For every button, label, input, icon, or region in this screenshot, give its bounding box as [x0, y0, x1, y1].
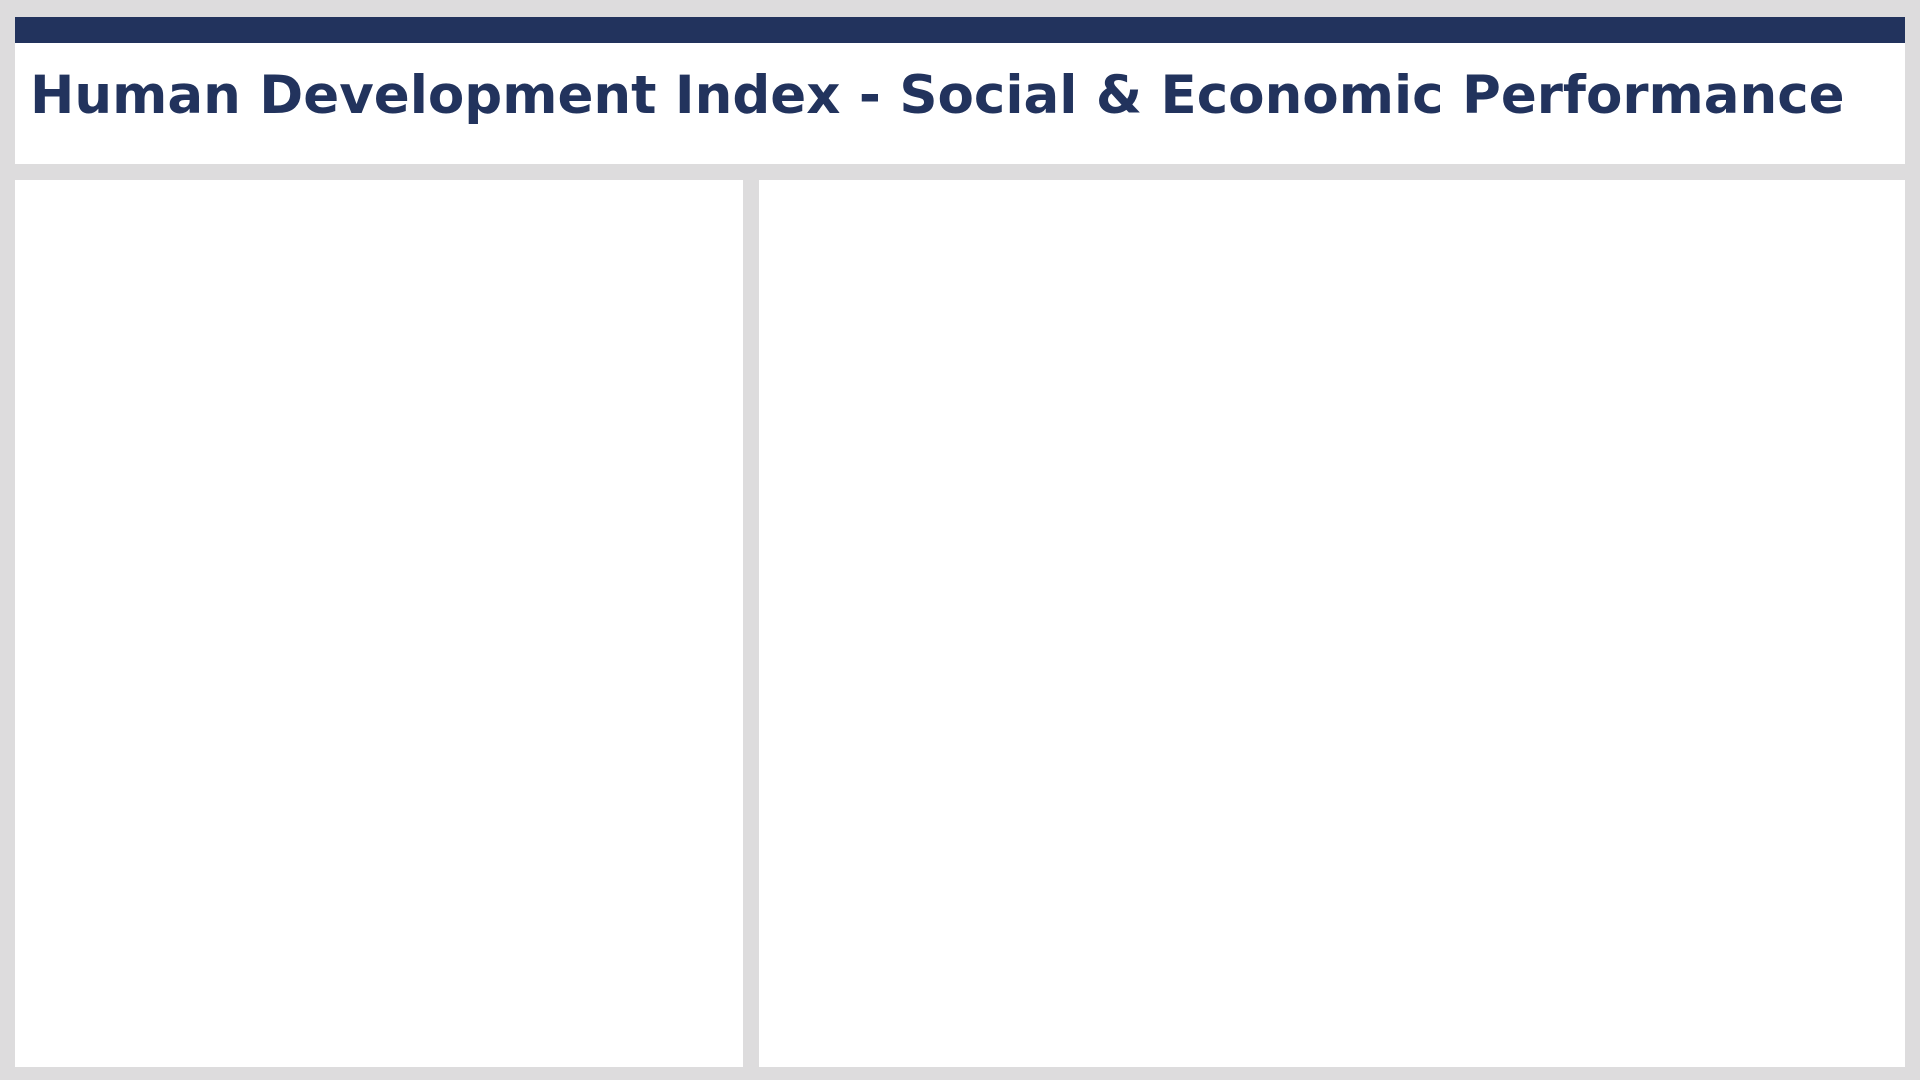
right-panel [759, 180, 1905, 1067]
left-panel [15, 180, 743, 1067]
page-title: Human Development Index - Social & Econo… [30, 65, 1845, 126]
header-card: Human Development Index - Social & Econo… [15, 17, 1905, 164]
header-accent-bar [15, 17, 1905, 43]
